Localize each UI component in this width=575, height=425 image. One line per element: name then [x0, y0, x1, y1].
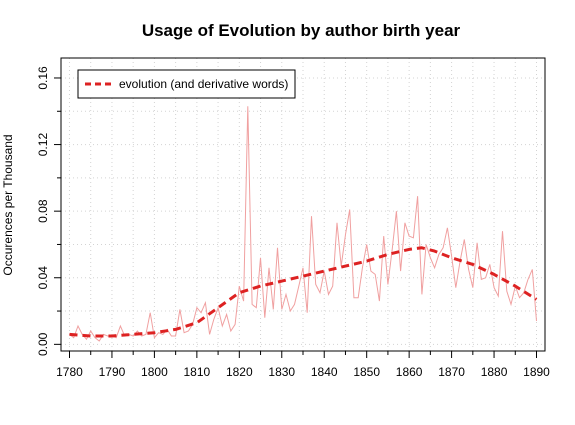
- y-axis-label: Occurences per Thousand: [1, 134, 15, 275]
- x-tick-label: 1810: [184, 365, 211, 379]
- raw-series: [69, 106, 537, 342]
- grid: [61, 58, 545, 351]
- chart-title: Usage of Evolution by author birth year: [142, 21, 461, 40]
- x-tick-label: 1860: [396, 365, 423, 379]
- y-tick-label: 0.04: [36, 266, 50, 290]
- y-tick-label: 0.00: [36, 332, 50, 356]
- x-tick-label: 1790: [99, 365, 126, 379]
- x-tick-label: 1800: [141, 365, 168, 379]
- x-tick-label: 1850: [353, 365, 380, 379]
- x-axis: 1780 1790 1800 1810 1820 1830 1840 1850 1860 1870…: [56, 351, 550, 379]
- smooth-series-line: [69, 246, 538, 338]
- y-tick-label: 0.12: [36, 133, 50, 157]
- plot-frame: [60, 57, 546, 352]
- raw-series-line: [69, 106, 537, 342]
- x-tick-label: 1880: [481, 365, 508, 379]
- x-tick-label: 1840: [311, 365, 338, 379]
- legend-label: evolution (and derivative words): [119, 77, 288, 91]
- legend-box: [77, 69, 296, 99]
- legend: evolution (and derivative words): [77, 69, 296, 99]
- x-tick-label: 1780: [56, 365, 83, 379]
- x-tick-label: 1870: [438, 365, 465, 379]
- y-tick-label: 0.08: [36, 199, 50, 223]
- smooth-series: [69, 246, 538, 338]
- y-axis: 0.00 0.04 0.08 0.12 0.16: [36, 66, 61, 356]
- x-tick-label: 1890: [523, 365, 550, 379]
- y-tick-label: 0.16: [36, 66, 50, 90]
- x-tick-label: 1830: [268, 365, 295, 379]
- x-tick-label: 1820: [226, 365, 253, 379]
